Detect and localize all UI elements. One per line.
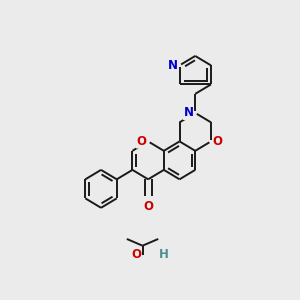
Text: O: O — [143, 200, 153, 213]
Text: O: O — [136, 135, 146, 148]
Text: N: N — [183, 106, 194, 119]
Text: H: H — [159, 248, 169, 261]
Text: N: N — [168, 59, 178, 72]
Text: O: O — [131, 248, 141, 261]
Text: O: O — [213, 135, 223, 148]
